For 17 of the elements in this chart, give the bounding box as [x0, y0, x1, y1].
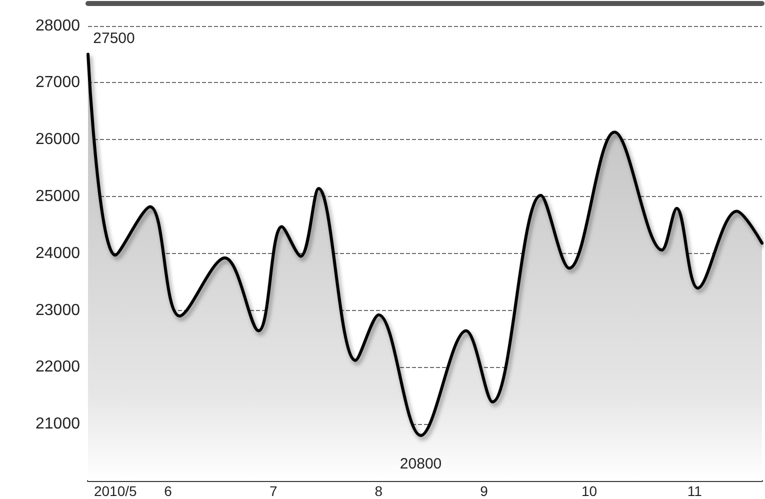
y-tick-label: 21000 — [36, 416, 80, 433]
y-tick-label: 22000 — [36, 358, 80, 376]
y-tick-label: 26000 — [36, 131, 80, 148]
x-tick-label: 6 — [164, 483, 172, 499]
x-tick-label: 8 — [374, 483, 383, 499]
y-tick-label: 27000 — [36, 74, 80, 92]
data-label: 27500 — [93, 30, 135, 48]
x-tick-label: 7 — [269, 483, 278, 499]
y-tick-label: 25000 — [36, 188, 80, 205]
x-tick-label: 9 — [480, 483, 488, 499]
x-tick-label: 11 — [687, 483, 702, 499]
y-tick-label: 24000 — [36, 244, 80, 262]
x-tick-label: 2010/5 — [94, 483, 137, 499]
data-label: 20800 — [400, 455, 442, 472]
x-tick-label: 10 — [582, 483, 598, 499]
y-tick-label: 28000 — [36, 17, 80, 34]
y-tick-label: 23000 — [36, 302, 80, 319]
